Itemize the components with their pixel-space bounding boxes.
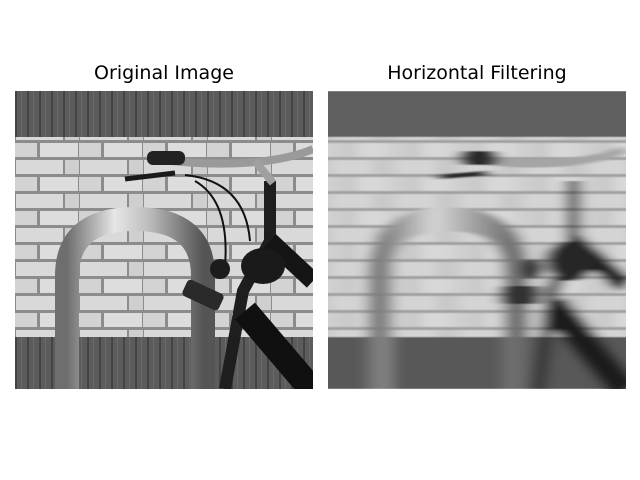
filtered-photo bbox=[328, 91, 626, 389]
filtered-image bbox=[328, 91, 626, 389]
original-image bbox=[15, 91, 313, 389]
panel-title-filtered: Horizontal Filtering bbox=[387, 62, 567, 84]
panel-title-original: Original Image bbox=[94, 62, 234, 84]
original-photo bbox=[15, 91, 313, 389]
